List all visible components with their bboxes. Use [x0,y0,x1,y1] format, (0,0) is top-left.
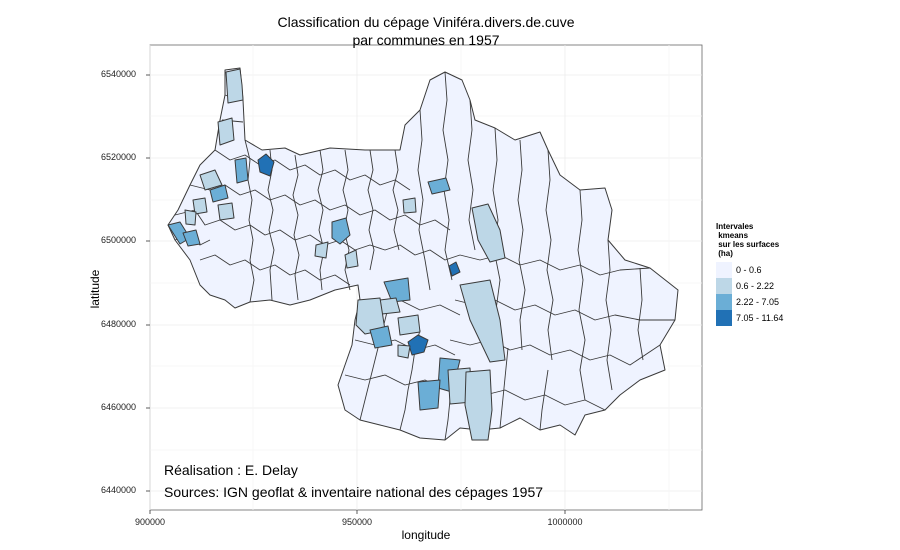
commune-class-3 [417,379,441,411]
y-tick-label: 6520000 [100,152,136,162]
y-axis-label: latitude [88,269,102,309]
commune-class-2 [225,68,244,104]
legend-swatch [716,262,732,278]
chart-title: Classification du cépage Viniféra.divers… [277,14,575,30]
commune-class-2 [402,197,417,214]
y-tick-label: 6540000 [100,69,136,79]
y-tick-label: 6440000 [100,485,136,495]
commune-class-4 [448,261,461,277]
commune-class-2 [459,279,506,363]
credit-author: Réalisation : E. Delay [164,462,298,478]
x-tick-label: 900000 [134,517,166,527]
credit-sources: Sources: IGN geoflat & inventaire nation… [164,484,544,500]
legend-item: 7.05 - 11.64 [716,310,783,326]
commune-class-2 [464,369,493,441]
commune-class-2 [217,202,235,221]
y-tick-label: 6460000 [100,402,136,412]
y-tick-label: 6500000 [100,235,136,245]
legend-label: 0.6 - 2.22 [736,281,775,291]
commune-class-4 [257,153,275,177]
legend: Intervales kmeans sur les surfaces (ha) … [716,222,783,326]
axis-ticks [146,74,566,514]
commune-class-2 [397,344,411,359]
x-axis-label: longitude [401,528,451,542]
legend-label: 2.22 - 7.05 [736,297,780,307]
legend-swatch [716,294,732,310]
commune-class-3 [209,184,229,203]
x-tick-label: 1000000 [547,517,583,527]
x-tick-label: 950000 [341,517,373,527]
commune-class-2 [184,209,197,226]
chart-subtitle: par communes en 1957 [352,32,500,48]
commune-class-4 [407,334,429,356]
legend-label: 0 - 0.6 [736,265,762,275]
legend-item: 0 - 0.6 [716,262,783,278]
commune-class-3 [182,229,201,247]
commune-class-2 [217,117,235,146]
legend-item: 2.22 - 7.05 [716,294,783,310]
commune-class-2 [397,314,421,336]
commune-class-3 [427,177,451,195]
communes [167,67,679,441]
commune-class-3 [331,217,351,245]
commune-class-2 [471,203,506,263]
commune-class-2 [344,249,359,269]
legend-title: Intervales kmeans sur les surfaces (ha) [716,222,780,258]
y-tick-label: 6480000 [100,319,136,329]
commune-class-3 [383,277,411,303]
commune-class-2 [379,297,401,315]
legend-swatch [716,278,732,294]
commune-class-3 [234,157,249,184]
legend-label: 7.05 - 11.64 [736,313,784,323]
legend-swatch [716,310,732,326]
commune-class-2 [192,197,208,215]
commune-class-2 [199,169,223,191]
commune-class-3 [369,325,393,349]
commune-class-2 [314,241,329,259]
legend-item: 0.6 - 2.22 [716,278,783,294]
